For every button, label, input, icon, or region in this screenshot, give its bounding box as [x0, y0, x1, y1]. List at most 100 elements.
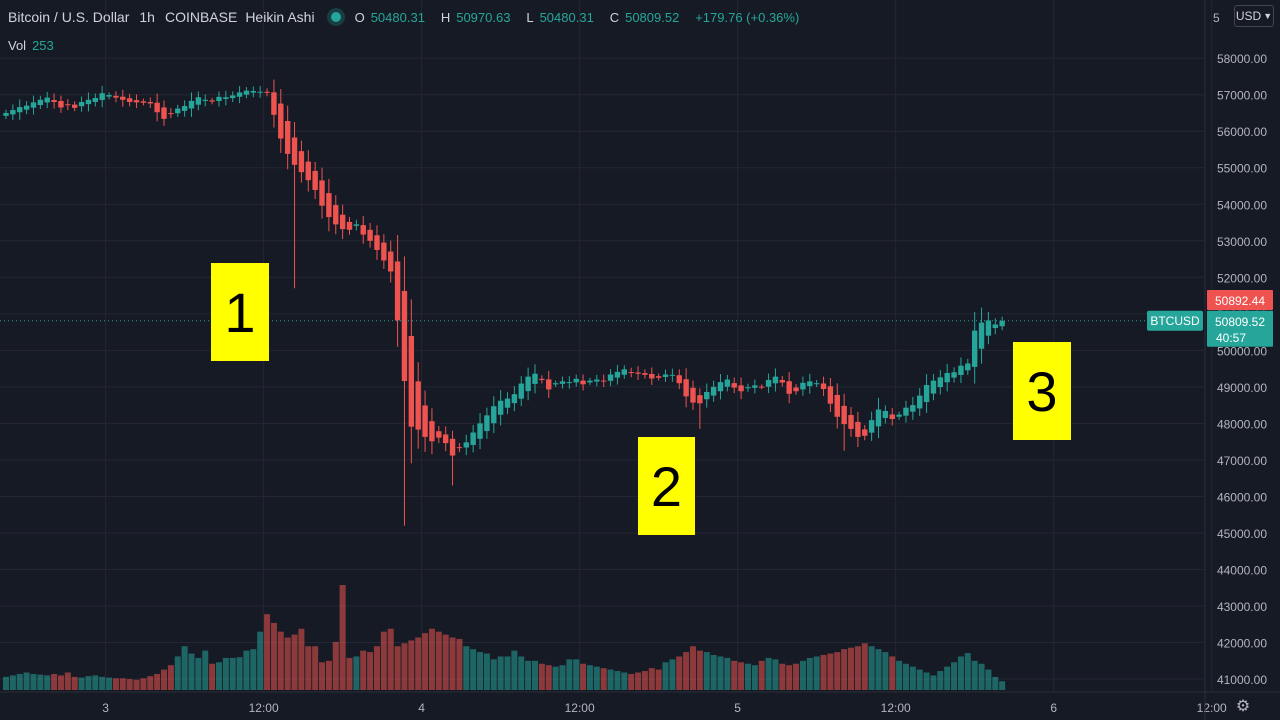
candle-body: [305, 161, 311, 181]
volume-bar: [161, 669, 168, 690]
candle-body: [449, 438, 456, 456]
volume-bar: [854, 646, 861, 690]
candle-body: [697, 395, 703, 404]
candle-body: [923, 385, 930, 403]
market-status-icon: [330, 12, 341, 22]
volume-label[interactable]: Vol: [8, 38, 27, 53]
volume-bar: [284, 637, 291, 690]
chart-style-label[interactable]: Heikin Ashi: [245, 9, 315, 25]
volume-bar: [119, 678, 126, 690]
candle-body: [937, 377, 944, 388]
candle-body: [195, 97, 202, 105]
volume-bar: [937, 671, 944, 690]
candle-body: [381, 242, 387, 261]
volume-bar: [277, 631, 284, 690]
candle-body: [188, 100, 195, 109]
annotation-3: 3: [1013, 342, 1071, 440]
volume-bar: [30, 673, 37, 690]
volume-bar: [703, 652, 710, 690]
volume-bar: [882, 652, 889, 690]
volume-bar: [222, 657, 229, 690]
volume-bar: [834, 652, 841, 690]
volume-bar: [827, 653, 834, 690]
candle-body: [278, 103, 284, 139]
x-tick-label: 12:00: [565, 701, 595, 715]
candle-body: [731, 383, 737, 388]
y-tick-label: 43000.00: [1217, 600, 1267, 614]
candle-body: [126, 98, 133, 102]
candle-body: [51, 100, 57, 102]
candle-body: [37, 99, 44, 106]
volume-bar: [648, 668, 655, 690]
candle-body: [566, 382, 573, 384]
volume-bar: [477, 652, 484, 690]
volume-bar: [71, 676, 78, 690]
close-value: 50809.52: [625, 10, 680, 25]
volume-bar: [635, 672, 642, 690]
x-tick-label: 12:00: [1197, 701, 1227, 715]
volume-bar: [325, 660, 332, 690]
volume-bar: [92, 675, 99, 690]
currency-button[interactable]: USD ▼: [1234, 5, 1274, 27]
candle-body: [230, 95, 236, 99]
volume-bar: [600, 668, 607, 690]
candle-body: [44, 97, 50, 103]
candle-body: [140, 101, 147, 103]
volume-bar: [841, 649, 848, 690]
volume-bar: [422, 633, 429, 690]
volume-bar: [264, 614, 271, 690]
candle-body: [367, 229, 373, 241]
volume-bar: [174, 656, 181, 690]
candle-body: [642, 373, 648, 375]
volume-bar: [99, 676, 106, 690]
candle-body: [504, 398, 511, 408]
candle-body: [965, 363, 971, 371]
candle-body: [759, 386, 765, 388]
candle-body: [271, 92, 277, 115]
candle-body: [511, 394, 518, 404]
candle-body: [539, 378, 545, 380]
volume-bar: [9, 675, 16, 690]
volume-bar: [51, 673, 58, 690]
candle-body: [752, 385, 758, 388]
candle-body: [436, 431, 442, 438]
volume-bar: [641, 671, 648, 690]
volume-bar: [504, 656, 511, 690]
volume-bar: [731, 660, 738, 690]
candle-body: [326, 193, 332, 218]
volume-bar: [44, 675, 51, 690]
candle-body: [559, 381, 566, 384]
candle-body: [30, 102, 37, 108]
x-tick-label: 4: [418, 701, 425, 715]
candle-body: [841, 405, 847, 425]
candle-body: [484, 415, 490, 432]
volume-bar: [312, 646, 319, 690]
y-tick-label: 46000.00: [1217, 490, 1267, 504]
green-price-value: 50809.52: [1215, 315, 1265, 329]
volume-bar: [16, 673, 23, 690]
candle-body: [3, 112, 9, 116]
volume-bar: [951, 662, 958, 690]
y-tick-label: 49000.00: [1217, 381, 1267, 395]
x-tick-label: 5: [734, 701, 741, 715]
interval-label[interactable]: 1h: [139, 9, 155, 25]
candle-body: [978, 322, 985, 349]
candle-body: [298, 151, 305, 173]
candle-body: [944, 372, 950, 383]
volume-bar: [353, 656, 360, 690]
candle-body: [202, 99, 208, 101]
volume-bar: [683, 652, 690, 690]
volume-bar: [147, 676, 154, 690]
candle-body: [635, 372, 641, 374]
settings-gear-icon[interactable]: ⚙: [1235, 698, 1251, 715]
green-price-tag: [1207, 310, 1273, 347]
y-tick-label: 48000.00: [1217, 417, 1267, 431]
volume-bar: [690, 646, 696, 690]
volume-bar: [195, 657, 202, 690]
volume-bar: [209, 663, 216, 690]
candle-body: [532, 373, 538, 384]
volume-bar: [250, 649, 257, 690]
symbol-title[interactable]: Bitcoin / U.S. Dollar: [8, 9, 130, 25]
